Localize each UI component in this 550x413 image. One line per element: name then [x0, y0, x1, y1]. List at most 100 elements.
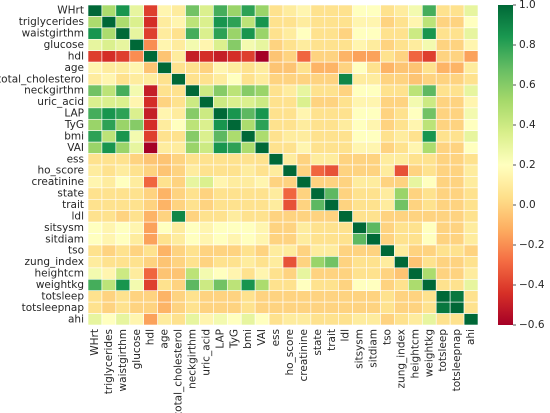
heatmap-cell-total_cholesterol-hdl — [143, 73, 158, 86]
heatmap-cell-neckgirthm-WHrt — [87, 84, 103, 97]
heatmap-cell-hdl-heightcm — [408, 50, 423, 63]
heatmap-cell-ldl-VAI — [254, 210, 270, 223]
heatmap-cell-heightcm-glucose — [129, 267, 145, 280]
heatmap-cell-tso-totsleep — [435, 244, 451, 257]
colorbar-ticks: 1.0 0.8 0.6 0.4 0.2 0.0 −0.2 −0.4 −0.6 — [513, 0, 545, 331]
heatmap-cell-ldl-ldl — [338, 210, 353, 223]
heatmap-cell-waistgirthm-totsleepnap — [449, 27, 465, 40]
heatmap-cell-totsleepnap-TyG — [226, 301, 242, 314]
heatmap-cell-age-zung_index — [394, 61, 409, 74]
heatmap-cell-ho_score-TyG — [226, 164, 242, 177]
heatmap-cell-heightcm-triglycerides — [101, 267, 117, 280]
heatmap-cell-LAP-zung_index — [394, 107, 409, 120]
heatmap-cell-bmi-ldl — [338, 130, 353, 143]
heatmap-cell-VAI-heightcm — [408, 141, 423, 154]
heatmap-cell-weightkg-creatinine — [296, 278, 312, 292]
colorbar-tick-label: −0.4 — [519, 279, 545, 291]
heatmap-cell-bmi-sitsysm — [352, 130, 367, 143]
heatmap-cell-triglycerides-ldl — [338, 16, 353, 29]
heatmap-cell-WHrt-trait — [324, 4, 340, 17]
heatmap-cell-sitdiam-sitdiam — [366, 233, 381, 246]
x-tick-label-sitsysm: sitsysm — [354, 329, 366, 369]
heatmap-cell-trait-totsleep — [435, 198, 451, 212]
heatmap-cell-triglycerides-trait — [324, 16, 340, 29]
heatmap-cell-glucose-TyG — [226, 38, 242, 52]
heatmap-cell-total_cholesterol-tso — [380, 73, 395, 86]
y-tick-label-total_cholesterol: total_cholesterol — [0, 73, 84, 85]
heatmap-cell-uric_acid-bmi — [240, 96, 256, 109]
heatmap-cell-age-hdl — [143, 61, 158, 74]
heatmap-cell-uric_acid-trait — [324, 96, 340, 109]
heatmap-cell-uric_acid-glucose — [129, 96, 145, 109]
heatmap-cell-age-LAP — [213, 61, 228, 74]
heatmap-cell-sitsysm-WHrt — [87, 221, 103, 234]
heatmap-cell-LAP-bmi — [240, 107, 256, 120]
heatmap-cell-bmi-triglycerides — [101, 130, 117, 143]
heatmap-cell-trait-bmi — [240, 198, 256, 212]
heatmap-cell-total_cholesterol-weightkg — [421, 73, 437, 86]
heatmap-cell-zung_index-trait — [324, 256, 340, 269]
heatmap-cell-triglycerides-totsleep — [435, 16, 451, 29]
heatmap-cell-sitsysm-VAI — [254, 221, 270, 234]
heatmap-cell-totsleep-trait — [324, 290, 340, 303]
heatmap-cell-ahi-ldl — [338, 313, 353, 326]
heatmap-cell-sitsysm-zung_index — [394, 221, 409, 234]
heatmap-cell-age-WHrt — [87, 61, 103, 74]
heatmap-cell-state-VAI — [254, 187, 270, 200]
y-tick-label-bmi: bmi — [64, 130, 84, 142]
heatmap-cell-tso-sitsysm — [352, 244, 367, 257]
y-tick-label-VAI: VAI — [67, 142, 84, 154]
heatmap-cell-trait-ho_score — [282, 198, 298, 212]
heatmap-cell-glucose-heightcm — [408, 38, 423, 52]
heatmap-cell-total_cholesterol-totsleep — [435, 73, 451, 86]
heatmap-cell-weightkg-sitdiam — [366, 278, 381, 292]
heatmap-cell-ho_score-ldl — [338, 164, 353, 177]
heatmap-cell-ahi-state — [310, 313, 326, 326]
heatmap-cell-glucose-weightkg — [421, 38, 437, 52]
heatmap-cell-ho_score-glucose — [129, 164, 145, 177]
heatmap-cell-tso-LAP — [213, 244, 228, 257]
heatmap-cell-TyG-sitdiam — [366, 118, 381, 132]
heatmap-cell-ess-sitdiam — [366, 153, 381, 166]
y-tick-label-tso: tso — [68, 245, 84, 257]
heatmap-cell-ho_score-totsleep — [435, 164, 451, 177]
heatmap-cell-creatinine-tso — [380, 176, 395, 189]
heatmap-cell-age-ess — [268, 61, 284, 74]
heatmap-cell-totsleep-glucose — [129, 290, 145, 303]
heatmap-cell-totsleep-totsleep — [435, 290, 451, 303]
heatmap-cell-state-age — [157, 187, 172, 200]
heatmap-cell-waistgirthm-sitsysm — [352, 27, 367, 40]
heatmap-cell-totsleepnap-total_cholesterol — [171, 301, 186, 314]
heatmap-cell-age-sitdiam — [366, 61, 381, 74]
heatmap-cell-sitdiam-ho_score — [282, 233, 298, 246]
heatmap-cell-ahi-triglycerides — [101, 313, 117, 326]
heatmap-cell-neckgirthm-sitdiam — [366, 84, 381, 97]
y-tick-label-glucose: glucose — [44, 39, 84, 51]
heatmap-cell-tso-ho_score — [282, 244, 298, 257]
heatmap-cell-neckgirthm-ess — [268, 84, 284, 97]
heatmap-cell-ldl-TyG — [226, 210, 242, 223]
heatmap-cell-tso-ess — [268, 244, 284, 257]
heatmap-cell-TyG-creatinine — [296, 118, 312, 132]
heatmap-cell-uric_acid-VAI — [254, 96, 270, 109]
heatmap-cell-LAP-LAP — [213, 107, 228, 120]
heatmap-cell-waistgirthm-uric_acid — [199, 27, 214, 40]
heatmap-cell-WHrt-LAP — [213, 4, 228, 17]
y-tick-label-TyG: TyG — [64, 119, 84, 131]
heatmap-cell-zung_index-TyG — [226, 256, 242, 269]
heatmap-cell-totsleepnap-tso — [380, 301, 395, 314]
heatmap-cell-neckgirthm-waistgirthm — [115, 84, 131, 97]
heatmap-cell-TyG-ldl — [338, 118, 353, 132]
heatmap-cell-totsleep-bmi — [240, 290, 256, 303]
heatmap-cell-trait-WHrt — [87, 198, 103, 212]
heatmap-cell-VAI-hdl — [143, 141, 158, 154]
heatmap-cell-neckgirthm-glucose — [129, 84, 145, 97]
heatmap-cell-bmi-bmi — [240, 130, 256, 143]
heatmap-cell-glucose-LAP — [213, 38, 228, 52]
heatmap-cell-sitdiam-sitsysm — [352, 233, 367, 246]
heatmap-cell-hdl-triglycerides — [101, 50, 117, 63]
heatmap-cell-neckgirthm-zung_index — [394, 84, 409, 97]
heatmap-cell-zung_index-ldl — [338, 256, 353, 269]
heatmap-cell-VAI-trait — [324, 141, 340, 154]
heatmap-cell-glucose-ahi — [463, 38, 479, 52]
